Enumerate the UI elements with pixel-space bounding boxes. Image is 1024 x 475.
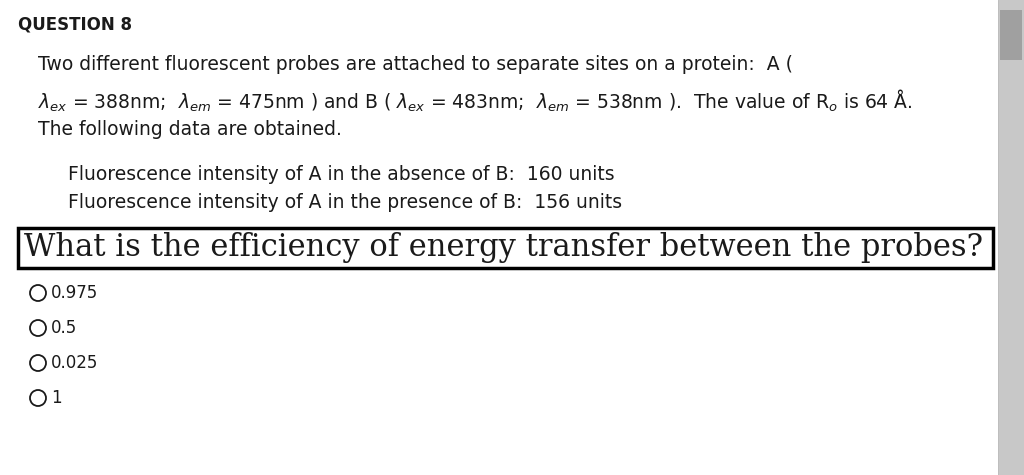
- Text: What is the efficiency of energy transfer between the probes?: What is the efficiency of energy transfe…: [24, 232, 983, 263]
- Text: The following data are obtained.: The following data are obtained.: [38, 120, 342, 139]
- FancyBboxPatch shape: [998, 0, 1024, 475]
- Text: 1: 1: [51, 389, 61, 407]
- Text: 0.5: 0.5: [51, 319, 77, 337]
- FancyBboxPatch shape: [1000, 10, 1022, 60]
- Text: 0.975: 0.975: [51, 284, 98, 302]
- Text: Fluorescence intensity of A in the presence of B:  156 units: Fluorescence intensity of A in the prese…: [68, 193, 623, 212]
- Text: $\lambda_{ex}$ = 388nm;  $\lambda_{em}$ = 475nm ) and B ( $\lambda_{ex}$ = 483nm: $\lambda_{ex}$ = 388nm; $\lambda_{em}$ =…: [38, 88, 912, 114]
- FancyBboxPatch shape: [18, 228, 993, 268]
- FancyBboxPatch shape: [0, 0, 998, 475]
- Text: 0.025: 0.025: [51, 354, 98, 372]
- Text: Two different fluorescent probes are attached to separate sites on a protein:  A: Two different fluorescent probes are att…: [38, 55, 793, 74]
- Text: Fluorescence intensity of A in the absence of B:  160 units: Fluorescence intensity of A in the absen…: [68, 165, 614, 184]
- Text: QUESTION 8: QUESTION 8: [18, 15, 132, 33]
